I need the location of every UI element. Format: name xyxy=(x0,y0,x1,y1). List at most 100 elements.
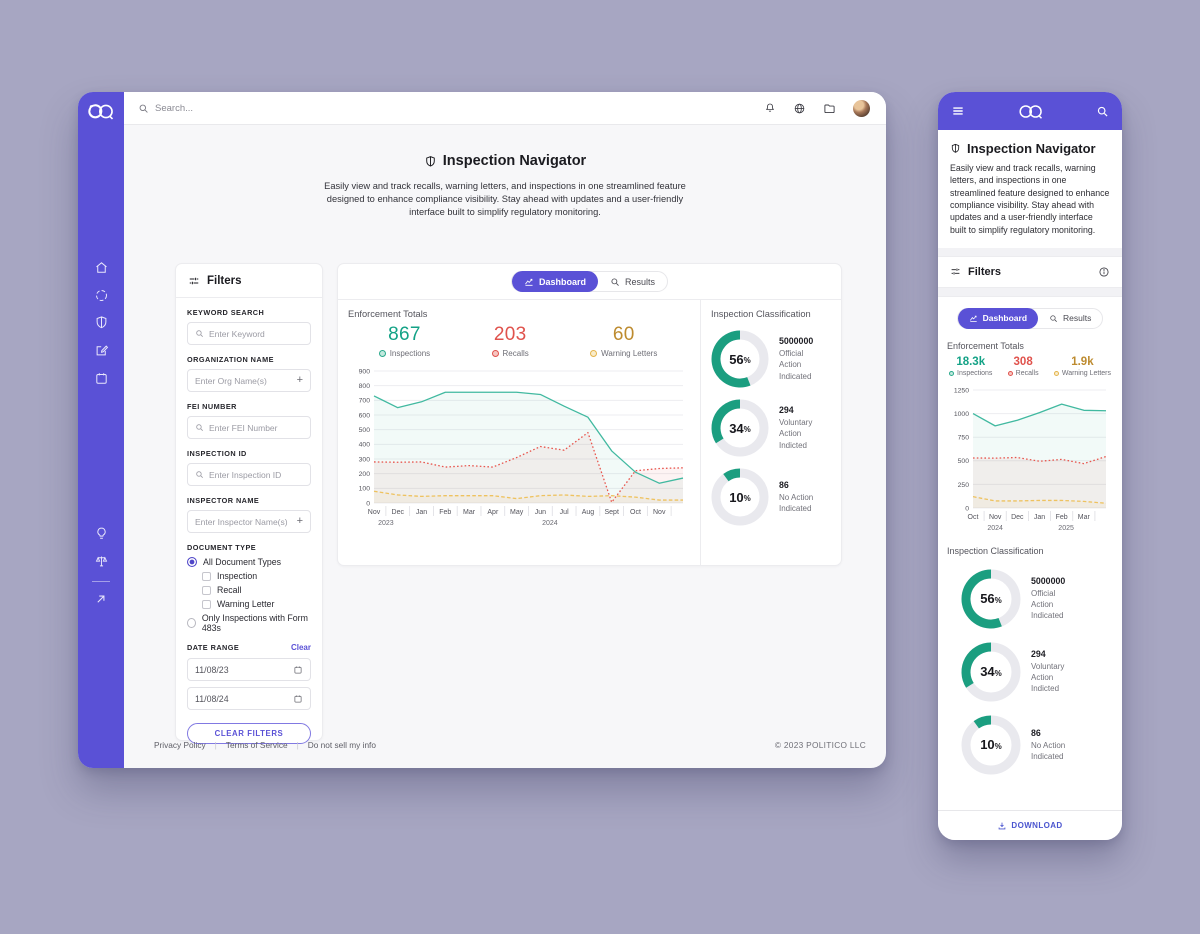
donut-chart: 10% xyxy=(711,468,769,526)
link-privacy-policy[interactable]: Privacy Policy xyxy=(154,740,206,750)
svg-text:Nov: Nov xyxy=(368,509,381,516)
donut-chart: 10% xyxy=(961,715,1021,775)
stat-warning-letters: 1.9k Warning Letters xyxy=(1053,356,1111,377)
inspection-classification-pane: Inspection Classification 56% 5000000 Of… xyxy=(701,300,841,565)
classification-title: Inspection Classification xyxy=(710,309,811,319)
svg-text:Nov: Nov xyxy=(989,514,1002,521)
bell-icon[interactable] xyxy=(764,102,776,114)
checkbox-warning-letter[interactable]: Warning Letter xyxy=(202,599,311,609)
calendar-icon[interactable] xyxy=(293,665,303,675)
svg-text:Nov: Nov xyxy=(653,509,666,516)
fei-label: FEI NUMBER xyxy=(187,402,237,411)
sidebar-home-icon[interactable] xyxy=(78,260,124,275)
search-input[interactable] xyxy=(155,102,355,114)
fei-number-field[interactable] xyxy=(187,416,311,439)
enforcement-line-chart: 0 100 200 300 400 500 600 700 800 900 Nov Dec Jan Feb… xyxy=(359,368,684,527)
warning-letters-dot-icon xyxy=(590,350,598,357)
info-icon[interactable] xyxy=(1098,266,1110,278)
desktop-app-window: Inspection Navigator Easily view and tra… xyxy=(78,92,886,768)
svg-text:500: 500 xyxy=(958,458,970,465)
inspector-input[interactable] xyxy=(195,516,292,527)
sidebar-calendar-icon[interactable] xyxy=(78,371,124,386)
keyword-search-field[interactable] xyxy=(187,322,311,345)
sliders-icon xyxy=(188,275,200,287)
svg-text:May: May xyxy=(510,509,524,516)
org-input[interactable] xyxy=(195,375,292,386)
date-from-field[interactable] xyxy=(187,658,311,681)
link-do-not-sell[interactable]: Do not sell my info xyxy=(307,740,376,750)
checkbox-icon xyxy=(202,571,211,581)
search-icon xyxy=(138,103,149,114)
svg-text:Mar: Mar xyxy=(463,509,476,516)
classification-item: 56% 5000000 Official Action Indicated xyxy=(711,330,833,388)
inspector-name-field[interactable]: + xyxy=(187,510,311,533)
svg-text:Oct: Oct xyxy=(630,509,641,516)
svg-text:Aug: Aug xyxy=(582,509,595,516)
sidebar-scales-icon[interactable] xyxy=(78,554,124,569)
org-name-field[interactable]: + xyxy=(187,369,311,392)
sidebar-target-icon[interactable] xyxy=(78,288,124,303)
sidebar-lightbulb-icon[interactable] xyxy=(78,526,124,541)
svg-text:1000: 1000 xyxy=(954,411,969,418)
folder-icon[interactable] xyxy=(823,102,836,115)
donut-chart: 56% xyxy=(961,569,1021,629)
tab-results[interactable]: Results xyxy=(1038,308,1102,329)
dashboard-card: Dashboard Results Enforcement Totals xyxy=(337,263,842,566)
svg-text:Dec: Dec xyxy=(1011,514,1024,521)
date-to-input[interactable] xyxy=(195,693,288,704)
fei-input[interactable] xyxy=(209,422,303,433)
chart-icon xyxy=(969,314,978,323)
page-title: Inspection Navigator xyxy=(424,153,586,169)
download-button[interactable]: DOWNLOAD xyxy=(997,821,1062,831)
svg-text:2023: 2023 xyxy=(378,520,394,527)
stat-inspections: 18.3k Inspections xyxy=(949,356,992,377)
search-icon xyxy=(195,329,204,338)
sidebar-edit-icon[interactable] xyxy=(78,343,124,358)
svg-text:0: 0 xyxy=(366,500,370,507)
radio-only-form-483s[interactable]: Only Inspections with Form 483s xyxy=(187,613,311,633)
classification-title: Inspection Classification xyxy=(947,545,1044,556)
mobile-footer: DOWNLOAD xyxy=(938,810,1122,840)
date-to-field[interactable] xyxy=(187,687,311,710)
date-range-clear-link[interactable]: Clear xyxy=(290,643,311,652)
shield-icon xyxy=(424,155,437,168)
inspection-id-field[interactable] xyxy=(187,463,311,486)
filters-panel: Filters KEYWORD SEARCH ORGANIZATION NAME… xyxy=(175,263,323,744)
calendar-icon[interactable] xyxy=(293,694,303,704)
svg-text:2025: 2025 xyxy=(1058,525,1074,532)
sidebar-shield-icon[interactable] xyxy=(78,315,124,330)
mobile-header xyxy=(938,92,1122,130)
copyright: © 2023 POLITICO LLC xyxy=(774,740,866,750)
sidebar-external-link-icon[interactable] xyxy=(78,592,124,606)
mobile-filters-bar[interactable]: Filters xyxy=(938,255,1122,288)
pane-divider xyxy=(700,300,701,565)
svg-text:750: 750 xyxy=(958,434,970,441)
checkbox-inspection[interactable]: Inspection xyxy=(202,571,311,581)
tab-results[interactable]: Results xyxy=(598,271,667,292)
shield-icon xyxy=(950,143,961,154)
keyword-input[interactable] xyxy=(209,328,303,339)
date-from-input[interactable] xyxy=(195,664,288,675)
global-search[interactable] xyxy=(138,102,764,114)
inspections-dot-icon xyxy=(949,370,954,376)
tab-dashboard[interactable]: Dashboard xyxy=(957,307,1039,329)
svg-text:Jul: Jul xyxy=(560,509,569,516)
svg-text:Jun: Jun xyxy=(535,509,546,516)
plus-icon[interactable]: + xyxy=(296,374,303,386)
clear-filters-button[interactable]: CLEAR FILTERS xyxy=(187,723,311,744)
recalls-dot-icon xyxy=(491,350,499,357)
svg-text:0: 0 xyxy=(965,505,969,512)
tab-dashboard[interactable]: Dashboard xyxy=(511,271,598,292)
sidebar xyxy=(78,92,124,768)
radio-all-document-types[interactable]: All Document Types xyxy=(187,557,311,567)
search-icon[interactable] xyxy=(1096,105,1109,118)
svg-text:Jan: Jan xyxy=(1034,514,1045,521)
plus-icon[interactable]: + xyxy=(296,515,303,527)
avatar[interactable] xyxy=(853,99,870,117)
globe-icon[interactable] xyxy=(793,102,806,115)
inspection-id-input[interactable] xyxy=(209,469,303,480)
checkbox-recall[interactable]: Recall xyxy=(202,585,311,595)
svg-text:1250: 1250 xyxy=(954,387,969,394)
link-terms-of-service[interactable]: Terms of Service xyxy=(225,740,288,750)
hamburger-menu-icon[interactable] xyxy=(951,104,965,118)
